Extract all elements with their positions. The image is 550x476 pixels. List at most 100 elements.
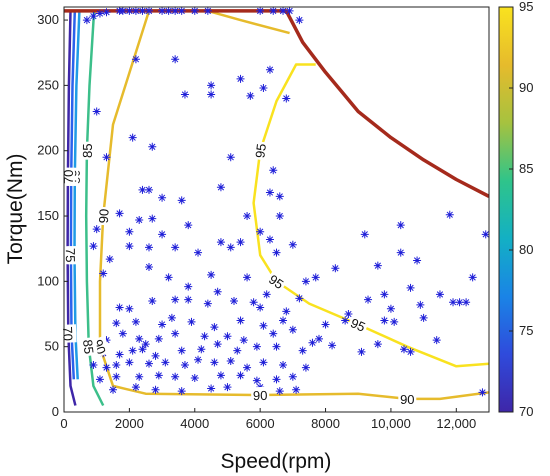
scatter-point (171, 55, 180, 64)
scatter-point (115, 303, 124, 312)
contour-label: 75 (63, 248, 78, 263)
y-axis-title: Torque(Nm) (4, 154, 27, 265)
scatter-point (145, 359, 153, 368)
scatter-point (216, 238, 225, 247)
scatter-point (197, 345, 206, 354)
scatter-point (102, 8, 111, 17)
scatter-point (89, 360, 98, 369)
scatter-point (360, 230, 369, 239)
scatter-point (272, 375, 281, 384)
scatter-point (243, 363, 252, 372)
contour-label: 85 (80, 143, 95, 158)
colorbar-tick-label: 75 (519, 323, 533, 338)
scatter-point (239, 336, 248, 345)
scatter-point (158, 7, 167, 15)
scatter-point (118, 329, 127, 338)
scatter-point (190, 374, 199, 383)
scatter-point (288, 325, 297, 334)
scatter-point (167, 313, 176, 322)
scatter-point (416, 300, 425, 309)
scatter-point (203, 7, 212, 15)
scatter-point (288, 372, 297, 381)
scatter-point (230, 296, 238, 305)
contour-label-bg (251, 386, 270, 403)
scatter-point (171, 295, 180, 304)
scatter-point (138, 185, 147, 194)
scatter-point (99, 269, 108, 278)
scatter-point (275, 387, 284, 396)
y-tick-label: 300 (37, 12, 59, 27)
scatter-point (406, 347, 415, 356)
scatter-point (171, 372, 180, 381)
contour-label-bg (251, 140, 269, 161)
scatter-point (109, 385, 118, 394)
contour-label-bg (78, 141, 94, 160)
scatter-point (112, 372, 121, 381)
scatter-point (236, 74, 245, 83)
scatter-point (256, 227, 265, 236)
scatter-point (158, 193, 167, 202)
scatter-point (128, 133, 137, 142)
scatter-point (145, 7, 153, 15)
scatter-point (259, 358, 268, 367)
boundary-line (64, 9, 489, 198)
scatter-point (269, 7, 278, 15)
contour-label: 85 (80, 339, 97, 355)
scatter-point (210, 358, 219, 367)
scatter-point (177, 7, 186, 15)
scatter-point (125, 227, 134, 236)
scatter-point (445, 210, 454, 219)
contour-label-group: 95 (265, 269, 289, 293)
x-tick-label: 8000 (311, 416, 340, 431)
contour-95 (252, 63, 489, 368)
scatter-point (171, 243, 180, 252)
x-axis: 0 2000 4000 6000 8000 10,000 12,000 (60, 408, 476, 431)
scatter-point (295, 294, 304, 303)
scatter-point (341, 316, 350, 325)
max-torque-boundary (64, 9, 489, 198)
colorbar: 70 75 80 85 90 95 (498, 0, 533, 419)
scatter-point (177, 346, 186, 355)
scatter-point (246, 91, 255, 100)
scatter-point (256, 303, 265, 312)
scatter-point (184, 295, 193, 304)
scatter-point (435, 290, 444, 299)
scatter-point (478, 388, 487, 397)
x-axis-title: Speed(rpm) (221, 450, 332, 473)
scatter-point (131, 317, 140, 326)
scatter-point (125, 304, 134, 313)
contour-label-bg (398, 390, 417, 406)
colorbar-tick-label: 80 (519, 242, 533, 257)
contour-label-group: 75 (63, 246, 79, 265)
scatter-point (89, 12, 98, 21)
scatter-point (180, 90, 189, 99)
scatter-point (236, 238, 245, 247)
scatter-point (295, 16, 304, 25)
y-tick-label: 50 (45, 339, 59, 354)
scatter-point (380, 290, 389, 299)
scatter-point (292, 385, 301, 394)
scatter-point (279, 316, 288, 325)
scatter-point (131, 383, 140, 392)
scatter-point (213, 287, 222, 296)
scatter-point (357, 347, 366, 356)
scatter-point (265, 235, 274, 244)
scatter-point (269, 166, 278, 175)
contour-labels: 959595909090908585808075757070 (59, 140, 417, 407)
scatter-point (141, 340, 150, 349)
contour-85 (84, 10, 105, 407)
scatter-point (396, 248, 405, 257)
scatter-point (236, 371, 245, 380)
scatter-point (115, 350, 124, 359)
contour-label: 95 (252, 143, 269, 159)
contour-label-group: 85 (78, 141, 95, 160)
scatter-point (95, 9, 104, 18)
x-tick-label: 12,000 (436, 416, 476, 431)
scatter-point (432, 336, 441, 345)
scatter-point (158, 230, 167, 239)
scatter-point (249, 298, 258, 307)
scatter-point (158, 320, 167, 329)
scatter-point (373, 261, 382, 270)
scatter-point (373, 340, 382, 349)
